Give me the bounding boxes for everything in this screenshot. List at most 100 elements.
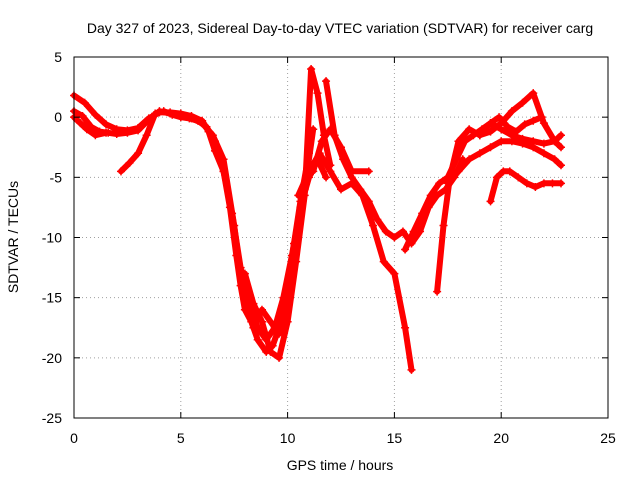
data-point-marker [550, 137, 559, 146]
data-point-marker [465, 155, 474, 164]
series-sat-l [486, 167, 566, 206]
data-point-marker [326, 125, 335, 134]
data-point-marker [548, 179, 557, 188]
series-sat-m [475, 119, 566, 148]
data-point-marker [253, 335, 262, 344]
x-tick-label: 20 [493, 430, 509, 446]
data-point-marker [294, 191, 303, 200]
data-point-marker [505, 167, 514, 176]
data-point-marker [202, 122, 211, 131]
data-point-marker [486, 197, 495, 206]
data-point-marker [266, 317, 275, 326]
data-point-marker [439, 221, 448, 230]
series-line [71, 108, 317, 337]
data-point-marker [193, 116, 202, 125]
data-point-marker [364, 197, 373, 206]
data-point-marker [381, 227, 390, 236]
data-point-marker [292, 257, 301, 266]
data-point-marker [283, 317, 292, 326]
data-point-marker [91, 110, 100, 119]
x-axis-label: GPS time / hours [287, 457, 394, 473]
data-point-marker [275, 353, 284, 362]
data-point-marker [76, 119, 85, 128]
data-point-marker [539, 179, 548, 188]
data-point-marker [539, 139, 548, 148]
data-point-marker [409, 227, 418, 236]
data-point-marker [219, 167, 228, 176]
data-point-marker [134, 126, 143, 135]
data-point-marker [228, 209, 237, 218]
data-point-marker [142, 131, 151, 140]
data-point-marker [236, 263, 245, 272]
data-point-marker [80, 98, 89, 107]
x-tick-label: 25 [600, 430, 616, 446]
data-point-marker [475, 131, 484, 140]
data-point-marker [326, 167, 335, 176]
data-point-marker [497, 125, 506, 134]
data-point-marker [486, 143, 495, 152]
data-point-marker [102, 120, 111, 129]
data-point-marker [520, 120, 529, 129]
data-point-marker [390, 233, 399, 242]
data-point-marker [379, 257, 388, 266]
data-point-marker [210, 137, 219, 146]
data-point-marker [116, 167, 125, 176]
data-point-marker [550, 155, 559, 164]
data-point-marker [529, 137, 538, 146]
data-point-marker [475, 149, 484, 158]
data-point-marker [309, 167, 318, 176]
data-point-marker [151, 109, 160, 118]
data-point-marker [518, 134, 527, 143]
data-point-marker [518, 98, 527, 107]
data-point-marker [507, 131, 516, 140]
data-point-marker [443, 179, 452, 188]
data-point-marker [454, 167, 463, 176]
y-tick-label: 0 [54, 109, 62, 125]
data-point-marker [240, 269, 249, 278]
data-point-marker [398, 227, 407, 236]
data-point-marker [168, 110, 177, 119]
data-point-marker [91, 131, 100, 140]
data-point-marker [347, 167, 356, 176]
data-point-marker [454, 137, 463, 146]
x-tick-label: 5 [177, 430, 185, 446]
y-tick-label: 5 [54, 49, 62, 65]
data-point-marker [557, 161, 566, 170]
data-point-marker [322, 173, 331, 182]
data-point-marker [369, 221, 378, 230]
data-point-marker [322, 77, 331, 86]
x-tick-label: 0 [70, 430, 78, 446]
data-point-marker [373, 215, 382, 224]
data-point-marker [557, 179, 566, 188]
y-tick-label: -20 [42, 350, 62, 366]
data-point-marker [557, 131, 566, 140]
data-point-marker [364, 167, 373, 176]
data-point-marker [529, 116, 538, 125]
x-tick-label: 10 [280, 430, 296, 446]
data-point-marker [134, 149, 143, 158]
data-point-marker [82, 125, 91, 134]
data-point-marker [486, 127, 495, 136]
data-point-marker [557, 143, 566, 152]
data-point-marker [249, 299, 258, 308]
data-point-marker [356, 185, 365, 194]
ticks: 0 5 10 15 20 25 5 0 -5 -10 -15 -20 -25 [42, 49, 616, 446]
data-point-marker [407, 365, 416, 374]
y-tick-label: -5 [50, 169, 63, 185]
data-point-marker [307, 65, 316, 74]
series-line [444, 138, 564, 187]
series-layer [70, 65, 566, 374]
data-point-marker [495, 113, 504, 122]
data-point-marker [529, 89, 538, 98]
data-point-marker [78, 111, 87, 120]
data-point-marker [185, 114, 194, 123]
x-tick-label: 15 [387, 430, 403, 446]
data-point-marker [253, 323, 262, 332]
data-point-marker [539, 149, 548, 158]
data-point-marker [102, 128, 111, 137]
data-point-marker [317, 137, 326, 146]
data-point-marker [123, 128, 132, 137]
data-point-marker [401, 323, 410, 332]
data-point-marker [176, 113, 185, 122]
